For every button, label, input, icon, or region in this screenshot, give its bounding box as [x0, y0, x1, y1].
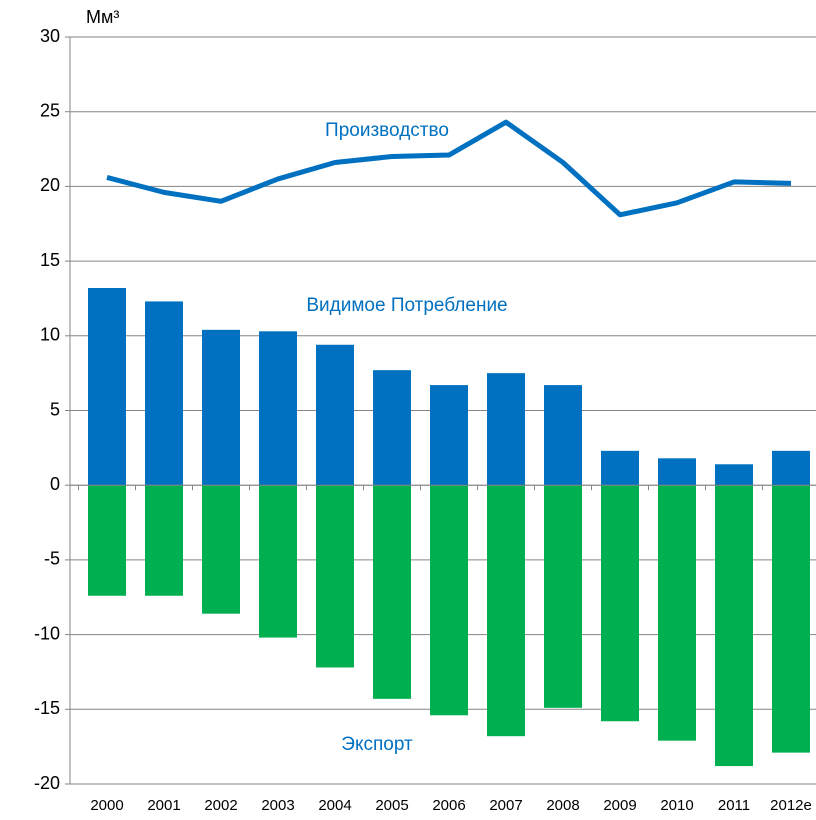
bar — [715, 464, 753, 486]
x-tick-label: 2005 — [375, 797, 408, 814]
bar — [259, 485, 297, 638]
bar — [487, 485, 525, 737]
y-tick-label: 25 — [40, 100, 60, 120]
y-tick-label: -20 — [34, 773, 60, 793]
bar — [373, 370, 411, 486]
y-tick-label: -15 — [34, 698, 60, 718]
y-tick-label: -10 — [34, 623, 60, 643]
y-tick-label: 20 — [40, 175, 60, 195]
bar — [772, 450, 810, 486]
bar — [373, 485, 411, 699]
bar — [601, 485, 639, 722]
y-axis-label: Мм³ — [86, 7, 119, 27]
bar — [715, 485, 753, 767]
x-tick-label: 2011 — [718, 797, 750, 814]
bar — [145, 301, 183, 486]
bar — [88, 287, 126, 486]
x-tick-label: 2008 — [546, 797, 579, 814]
x-tick-label: 2001 — [147, 797, 180, 814]
y-tick-label: -5 — [44, 549, 60, 569]
bar — [88, 485, 126, 596]
bar — [202, 329, 240, 486]
x-tick-label: 2012e — [770, 797, 812, 814]
bar — [601, 450, 639, 486]
bar — [316, 344, 354, 486]
bar — [658, 458, 696, 486]
bar — [544, 385, 582, 486]
x-tick-label: 2010 — [660, 797, 693, 814]
bar — [430, 485, 468, 716]
bar — [772, 485, 810, 753]
bar — [202, 485, 240, 614]
bar — [430, 385, 468, 486]
bar — [145, 485, 183, 596]
bar — [658, 485, 696, 741]
line — [106, 119, 792, 218]
y-tick-label: 30 — [40, 26, 60, 46]
series-label: Производство — [325, 120, 449, 141]
x-tick-label: 2000 — [90, 797, 123, 814]
bar — [487, 373, 525, 486]
y-tick-label: 10 — [40, 325, 60, 345]
y-tick-label: 0 — [50, 474, 60, 494]
bar — [544, 485, 582, 708]
x-tick-label: 2003 — [261, 797, 294, 814]
x-tick-label: 2007 — [489, 797, 522, 814]
y-tick-label: 15 — [40, 250, 60, 270]
x-tick-label: 2004 — [318, 797, 351, 814]
x-tick-label: 2002 — [204, 797, 237, 814]
x-tick-label: 2009 — [603, 797, 636, 814]
series-label: Видимое Потребление — [306, 295, 507, 316]
bar — [316, 485, 354, 668]
x-tick-label: 2006 — [432, 797, 465, 814]
bar — [259, 331, 297, 486]
y-tick-label: 5 — [50, 399, 60, 419]
series-label: Экспорт — [341, 734, 413, 755]
